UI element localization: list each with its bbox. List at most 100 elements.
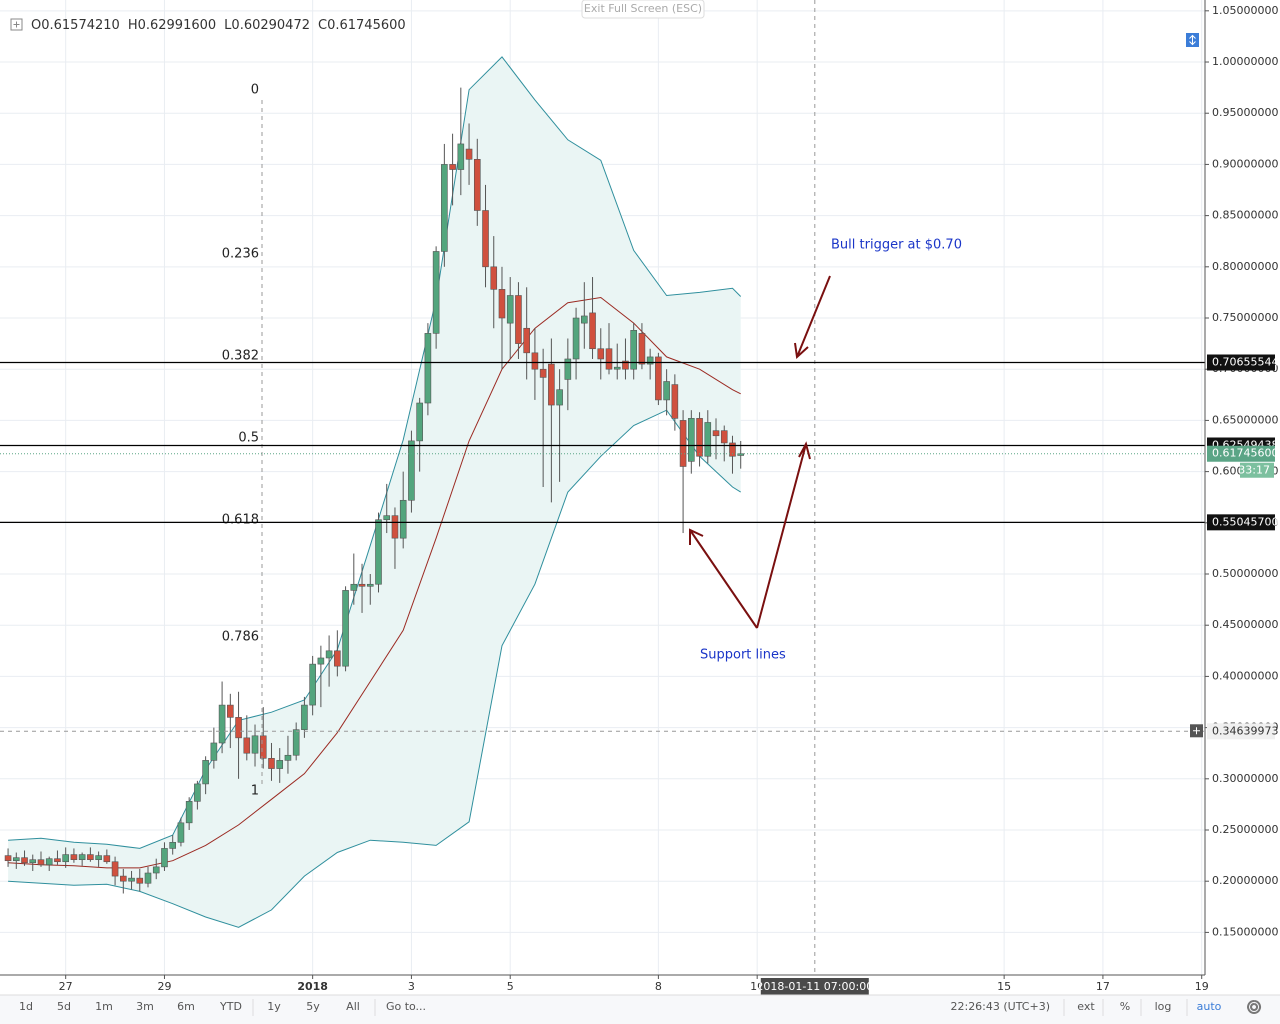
fib-label: 0.618 xyxy=(222,513,259,528)
band-fill xyxy=(8,56,741,928)
candle-body xyxy=(564,358,572,380)
candle-body xyxy=(729,442,736,457)
candle-body xyxy=(432,251,440,334)
candle-body xyxy=(350,583,358,591)
candle-body xyxy=(605,348,613,370)
band-middle xyxy=(8,296,741,869)
fullscreen-glyph xyxy=(1189,34,1196,46)
ohlc-value: 0.61745600 xyxy=(327,18,406,33)
candle-body xyxy=(424,333,432,404)
candle-body xyxy=(720,430,728,444)
candle-body xyxy=(358,583,366,587)
candle-body xyxy=(539,368,547,378)
candle-body xyxy=(243,737,251,754)
last-price-box xyxy=(1207,445,1275,462)
candle-body xyxy=(482,210,489,268)
candle-body xyxy=(227,704,234,718)
level-price-box xyxy=(1207,354,1275,371)
candle-body xyxy=(613,366,621,370)
option-button[interactable]: log xyxy=(1155,1000,1172,1013)
y-tick-label: 0.95000000 xyxy=(1212,106,1278,119)
range-button[interactable]: 1m xyxy=(95,1000,113,1013)
x-tick-label: 15 xyxy=(997,980,1011,993)
arrow xyxy=(689,528,758,629)
crosshair-time-label: 2018-01-11 07:00:00 xyxy=(756,980,873,993)
crosshair-price-label: 0.34639973 xyxy=(1212,724,1278,737)
candle-body xyxy=(638,333,646,365)
y-tick-label: 0.25000000 xyxy=(1212,823,1278,836)
candle-body xyxy=(646,356,654,365)
candle-body xyxy=(185,801,193,824)
goto-button[interactable]: Go to... xyxy=(386,1000,426,1013)
candle-body xyxy=(95,855,102,860)
candle-body xyxy=(548,363,555,406)
x-tick-label: 5 xyxy=(507,980,514,993)
ohlc-key: O xyxy=(31,18,41,33)
candle-body xyxy=(391,515,399,539)
option-button[interactable]: auto xyxy=(1197,1000,1222,1013)
candle-body xyxy=(334,650,341,667)
y-tick-label: 0.15000000 xyxy=(1212,925,1278,938)
candle-body xyxy=(581,315,588,324)
candle-body xyxy=(29,859,37,864)
range-button[interactable]: 1d xyxy=(19,1000,33,1013)
range-button[interactable]: All xyxy=(346,1000,360,1013)
candle-body xyxy=(177,822,185,843)
y-tick-label: 0.75000000 xyxy=(1212,311,1278,324)
exit-fullscreen-button[interactable] xyxy=(581,0,705,19)
settings-icon[interactable] xyxy=(1247,1000,1262,1014)
candle-body xyxy=(696,418,703,457)
candle-body xyxy=(449,164,456,170)
candle-body xyxy=(78,854,86,860)
range-button[interactable]: 5d xyxy=(57,1000,71,1013)
ohlc-key: L xyxy=(224,18,232,33)
fib-label: 0.382 xyxy=(222,349,259,364)
candle-body xyxy=(37,859,45,866)
annotation: Support lines xyxy=(700,648,786,663)
range-button[interactable]: 5y xyxy=(306,1000,320,1013)
ohlc-key: H xyxy=(128,18,138,33)
candle-body xyxy=(210,742,218,761)
x-tick-label: 29 xyxy=(157,980,171,993)
candle-body xyxy=(655,356,662,401)
candle-body xyxy=(111,861,119,877)
y-tick-label: 0.20000000 xyxy=(1212,874,1278,887)
level-price-label: 0.70655544 xyxy=(1212,356,1278,369)
candle-body xyxy=(87,854,94,860)
candle-body xyxy=(169,841,176,849)
range-button[interactable]: 3m xyxy=(136,1000,154,1013)
candle-body xyxy=(366,583,374,587)
y-tick-label: 1.05000000 xyxy=(1212,4,1278,17)
candle-body xyxy=(622,360,629,370)
candle-body xyxy=(120,875,127,882)
level-price-label: 0.55045700 xyxy=(1212,515,1278,528)
range-button[interactable]: YTD xyxy=(219,1000,242,1013)
arrow xyxy=(794,275,831,360)
candle-body xyxy=(12,857,20,862)
candle-body xyxy=(342,590,349,667)
candle-body xyxy=(284,754,292,761)
candle-body xyxy=(441,164,448,252)
candle-body xyxy=(152,866,160,874)
annotation: Bull trigger at $0.70 xyxy=(831,238,962,253)
candle-body xyxy=(671,384,679,419)
candle-body xyxy=(144,872,152,884)
candle-body xyxy=(218,704,226,744)
ohlc-value: 0.61574210 xyxy=(41,18,120,33)
option-button[interactable]: ext xyxy=(1077,1000,1095,1013)
candle-body xyxy=(597,348,605,360)
option-button[interactable]: % xyxy=(1120,1000,1130,1013)
toolbar-items: 1d 5d 1m 3m 6m YTD 1y 5y All ext% log auto xyxy=(19,999,1222,1016)
range-button[interactable]: 1y xyxy=(267,1000,281,1013)
range-button[interactable]: 6m xyxy=(177,1000,195,1013)
x-tick-label: 2018 xyxy=(297,980,328,993)
y-tick-label: 1.00000000 xyxy=(1212,55,1278,68)
candle-body xyxy=(325,650,333,659)
clock: 22:26:43 (UTC+3) xyxy=(950,1000,1050,1013)
candle-body xyxy=(103,855,111,863)
candle-body xyxy=(128,877,135,882)
candle-body xyxy=(473,158,481,211)
last-price-label: 0.61745600 xyxy=(1212,447,1278,460)
candle-body xyxy=(292,729,300,756)
candle-body xyxy=(62,854,69,863)
